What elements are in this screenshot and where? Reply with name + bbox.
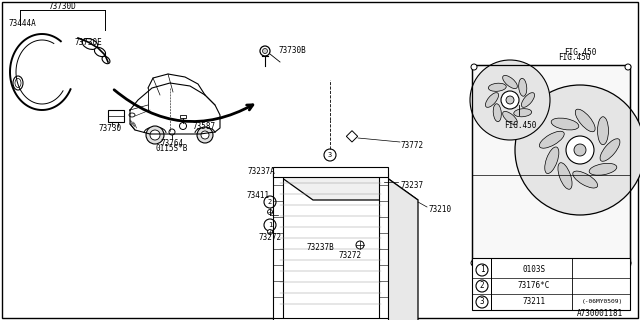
Bar (273, 167, 388, 177)
Text: 73210: 73210 (428, 205, 451, 214)
Bar (472, 65, 630, 265)
Circle shape (260, 46, 270, 56)
Ellipse shape (551, 118, 579, 130)
Circle shape (268, 229, 273, 235)
Bar (108, 110, 124, 122)
Text: 73237A: 73237A (247, 166, 275, 175)
Bar (273, 318, 388, 320)
Text: FIG.450: FIG.450 (504, 121, 536, 130)
Text: 73730: 73730 (99, 124, 122, 132)
Circle shape (625, 260, 631, 266)
Circle shape (566, 136, 594, 164)
Circle shape (574, 144, 586, 156)
Polygon shape (278, 175, 383, 320)
Text: 0115S*B: 0115S*B (156, 143, 188, 153)
Circle shape (150, 130, 160, 140)
Ellipse shape (502, 111, 517, 124)
Text: 73237: 73237 (400, 180, 423, 189)
Ellipse shape (514, 109, 532, 117)
Ellipse shape (486, 93, 499, 107)
Text: 73764: 73764 (161, 139, 184, 148)
Text: 2: 2 (268, 199, 272, 205)
Circle shape (471, 260, 477, 266)
Bar (180, 115, 186, 118)
Text: FIG.450: FIG.450 (558, 52, 590, 61)
Ellipse shape (540, 131, 564, 148)
Circle shape (506, 96, 514, 104)
Bar (346, 131, 358, 142)
Ellipse shape (518, 78, 527, 96)
Text: 73411: 73411 (246, 190, 269, 199)
Text: 73730D: 73730D (48, 2, 76, 11)
Circle shape (515, 85, 640, 215)
Ellipse shape (598, 117, 609, 145)
Bar (273, 173, 283, 320)
Circle shape (501, 91, 519, 109)
Ellipse shape (522, 93, 534, 107)
Ellipse shape (589, 163, 617, 175)
Circle shape (262, 49, 268, 53)
Text: 73730B: 73730B (278, 45, 306, 54)
Text: FIG.450: FIG.450 (564, 47, 596, 57)
Text: 73444A: 73444A (8, 19, 36, 28)
Ellipse shape (102, 56, 110, 64)
Text: 1: 1 (268, 222, 272, 228)
Circle shape (356, 241, 364, 249)
Circle shape (625, 64, 631, 70)
Text: 73237B: 73237B (306, 243, 334, 252)
Text: (-06MY0509): (-06MY0509) (581, 300, 623, 305)
Ellipse shape (488, 83, 506, 91)
Text: 73772: 73772 (400, 140, 423, 149)
Text: 2: 2 (480, 282, 484, 291)
Text: A730001181: A730001181 (577, 309, 623, 318)
Text: 73272: 73272 (339, 251, 362, 260)
Ellipse shape (545, 147, 559, 173)
Circle shape (146, 126, 164, 144)
Ellipse shape (83, 39, 98, 49)
Bar (472, 65, 630, 265)
Polygon shape (383, 175, 418, 320)
Text: 1: 1 (480, 266, 484, 275)
Ellipse shape (13, 76, 23, 90)
Ellipse shape (600, 139, 620, 161)
Text: 0103S: 0103S (522, 266, 545, 275)
Ellipse shape (493, 104, 501, 122)
Ellipse shape (573, 171, 598, 188)
Text: 73272: 73272 (259, 234, 282, 243)
Circle shape (470, 60, 550, 140)
Ellipse shape (502, 76, 517, 89)
Text: 73176*C: 73176*C (518, 282, 550, 291)
Ellipse shape (575, 109, 595, 132)
Ellipse shape (95, 47, 106, 57)
Circle shape (268, 210, 273, 214)
Bar (472, 258, 630, 310)
Circle shape (201, 131, 209, 139)
Circle shape (514, 115, 524, 125)
Text: 3: 3 (480, 298, 484, 307)
Ellipse shape (558, 163, 572, 189)
Bar (379, 173, 388, 320)
Circle shape (471, 64, 477, 70)
Text: 73211: 73211 (522, 298, 545, 307)
Polygon shape (278, 175, 418, 200)
Text: 73730E: 73730E (74, 37, 102, 46)
Circle shape (197, 127, 213, 143)
Text: 73587: 73587 (192, 122, 215, 131)
Text: 3: 3 (328, 152, 332, 158)
